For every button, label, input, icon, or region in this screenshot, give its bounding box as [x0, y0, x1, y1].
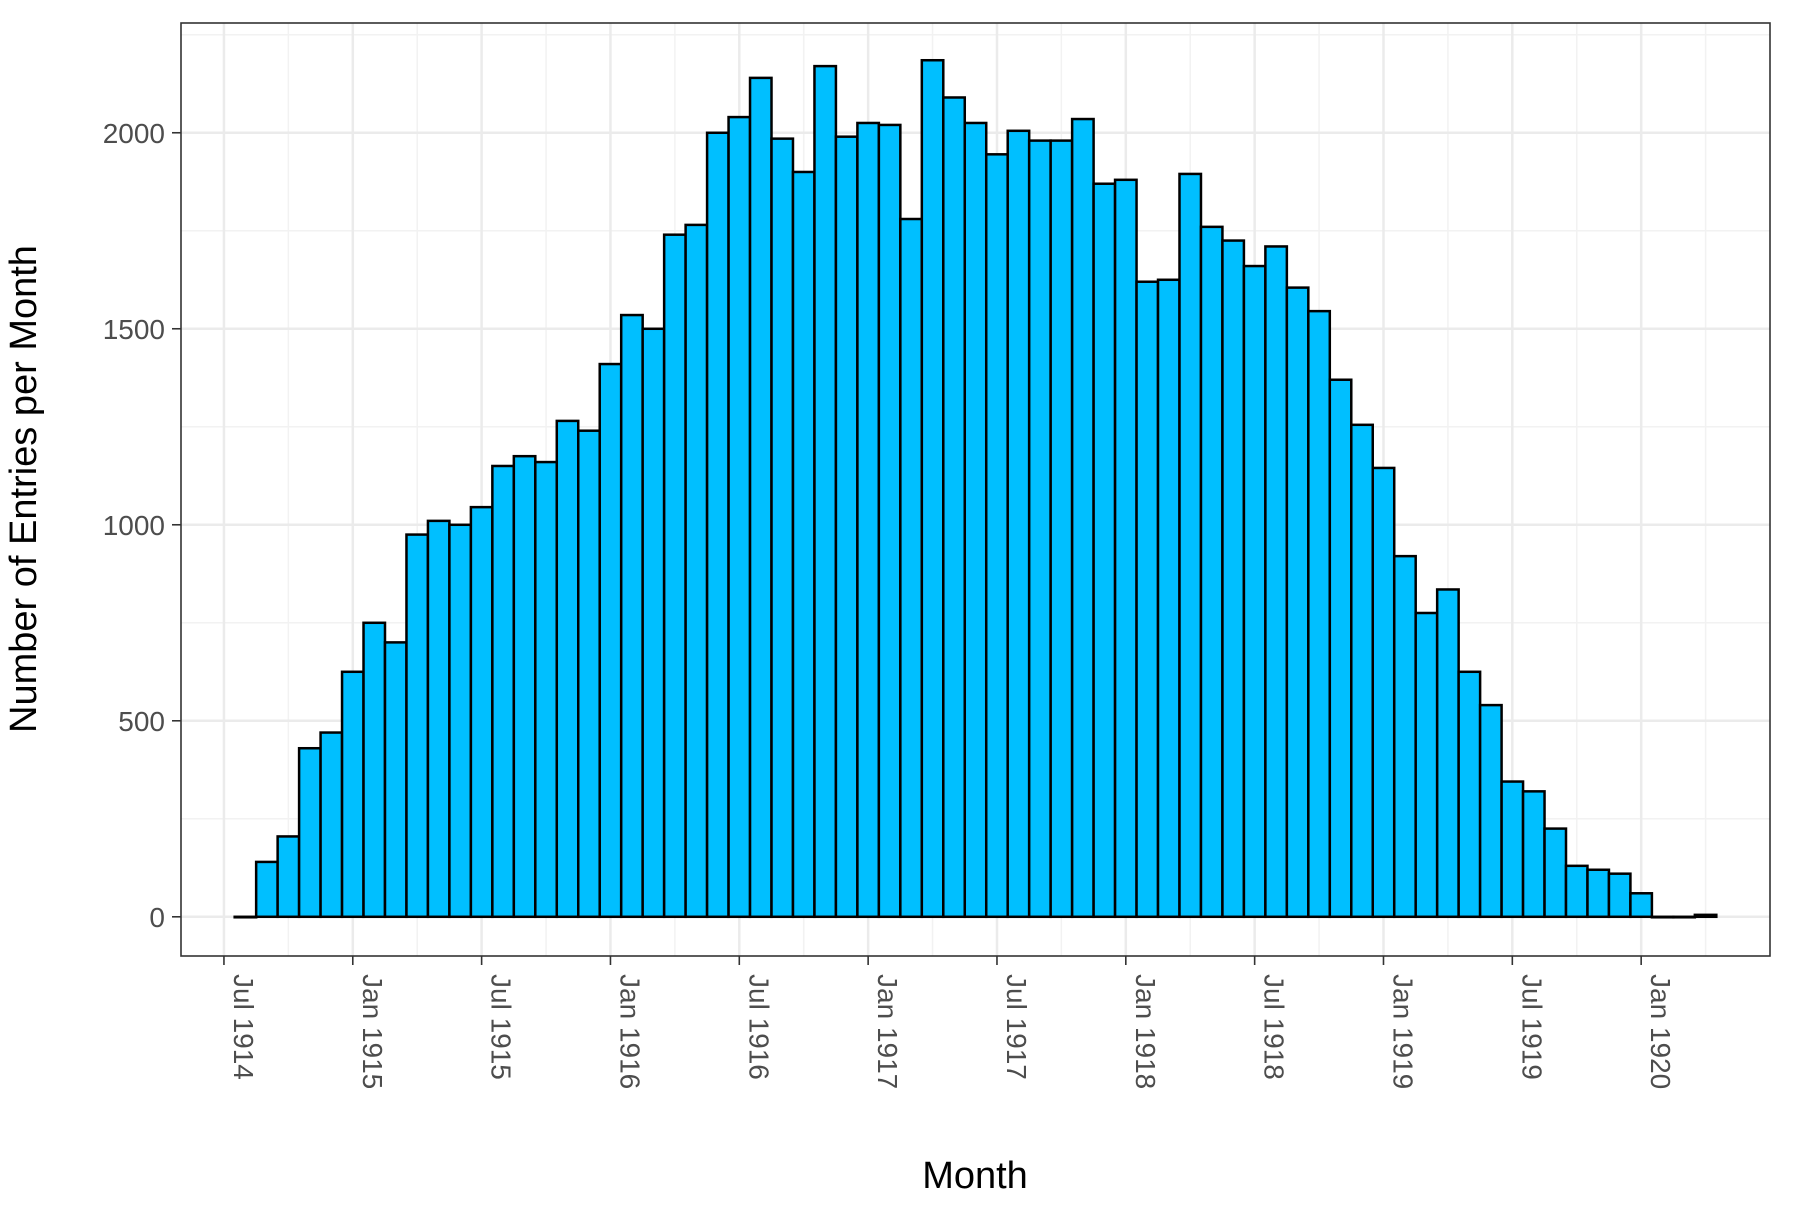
histogram-bar	[297, 746, 322, 919]
x-tick-label: Jul 1918	[1259, 974, 1290, 1080]
histogram-bar	[319, 731, 344, 919]
histogram-bar	[1092, 182, 1117, 919]
histogram-bar	[383, 641, 408, 919]
histogram-bar	[1199, 225, 1224, 919]
histogram-bar	[469, 505, 494, 919]
y-tick-label: 1500	[103, 314, 165, 345]
y-tick-label: 2000	[103, 118, 165, 149]
histogram-bar	[834, 135, 859, 919]
y-tick-label: 0	[149, 902, 165, 933]
histogram-bar	[856, 121, 881, 919]
histogram-bar	[1328, 378, 1353, 919]
histogram-bar	[770, 137, 795, 919]
histogram-bar	[1221, 239, 1246, 919]
histogram-bar	[684, 223, 709, 919]
histogram-bar	[1543, 827, 1568, 919]
histogram-bar	[619, 313, 644, 919]
histogram-bar	[1693, 913, 1718, 919]
histogram-bar	[963, 121, 988, 919]
histogram-bar	[555, 419, 580, 919]
histogram-bar	[942, 96, 967, 919]
histogram-bar	[877, 123, 902, 919]
x-tick-label: Jul 1915	[486, 974, 517, 1080]
x-tick-label: Jul 1917	[1001, 974, 1032, 1080]
histogram-bar	[340, 670, 365, 919]
histogram-bar	[1156, 278, 1181, 919]
histogram-bar	[577, 429, 601, 919]
histogram-bar	[920, 58, 945, 919]
histogram-bar	[1435, 588, 1460, 919]
histogram-bar	[1478, 703, 1503, 919]
histogram-bar	[1350, 423, 1374, 919]
histogram-bar	[1371, 466, 1396, 919]
histogram-bar	[598, 362, 623, 919]
histogram-bar	[1650, 915, 1675, 919]
histogram-bar	[362, 621, 387, 919]
histogram-bar	[1113, 178, 1138, 919]
histogram-bar	[1006, 129, 1031, 919]
x-tick-label: Jan 1916	[614, 974, 645, 1089]
histogram-bar	[1457, 670, 1482, 919]
histogram-bar	[534, 460, 559, 919]
panel-border	[180, 22, 1771, 957]
histogram-bar	[1285, 286, 1310, 919]
histogram-bar	[1070, 117, 1095, 919]
y-tick-label: 1000	[103, 510, 165, 541]
x-tick-label: Jan 1917	[872, 974, 903, 1089]
histogram-bar	[1586, 868, 1611, 919]
histogram-bar	[448, 523, 473, 919]
x-tick-label: Jan 1915	[357, 974, 388, 1089]
histogram-bar	[233, 915, 258, 919]
histogram-bar	[405, 533, 430, 919]
histogram-bar	[727, 115, 752, 919]
histogram-bar	[1629, 892, 1654, 919]
histogram-bar	[791, 170, 816, 919]
histogram-bar	[1242, 264, 1267, 919]
histogram-bar	[426, 519, 451, 919]
histogram-bar	[512, 454, 537, 919]
histogram-bar	[1264, 245, 1289, 919]
histogram-bar	[1564, 864, 1589, 919]
y-axis-title: Number of Entries per Month	[3, 245, 45, 733]
histogram-bar	[1414, 611, 1439, 919]
y-axis: 0 500 1000 1500 2000	[103, 118, 181, 933]
histogram-bar	[1521, 790, 1546, 919]
histogram-bar	[1178, 172, 1203, 919]
histogram-bar	[1135, 280, 1160, 919]
histogram-bar	[984, 153, 1009, 919]
y-tick-label: 500	[118, 706, 165, 737]
histogram-bar	[491, 464, 516, 919]
histogram-bar	[1607, 872, 1632, 919]
histogram-bar	[1500, 780, 1525, 919]
bars-group	[233, 58, 1718, 919]
x-tick-label: Jul 1919	[1516, 974, 1547, 1080]
histogram-bar	[662, 233, 687, 919]
histogram-bar	[1049, 139, 1074, 919]
x-tick-label: Jan 1919	[1387, 974, 1418, 1089]
histogram-bar	[1307, 309, 1332, 919]
histogram-bar	[1672, 915, 1697, 919]
x-tick-label: Jan 1918	[1130, 974, 1161, 1089]
histogram-bar	[641, 327, 666, 919]
histogram-bar	[276, 835, 301, 919]
x-tick-label: Jul 1916	[743, 974, 774, 1080]
histogram-bar	[1027, 139, 1052, 919]
x-axis-title: Month	[922, 1155, 1028, 1197]
histogram-bar	[254, 860, 279, 919]
x-tick-label: Jan 1920	[1645, 974, 1676, 1089]
x-axis: Jul 1914 Jan 1915 Jul 1915 Jan 1916 Jul 1916…	[223, 956, 1676, 1089]
histogram-bar	[899, 217, 924, 919]
histogram-bar	[813, 64, 838, 919]
histogram-bar	[748, 76, 773, 919]
x-tick-label: Jul 1914	[228, 974, 259, 1080]
histogram-bar	[1392, 554, 1417, 919]
histogram-bar	[705, 131, 730, 919]
